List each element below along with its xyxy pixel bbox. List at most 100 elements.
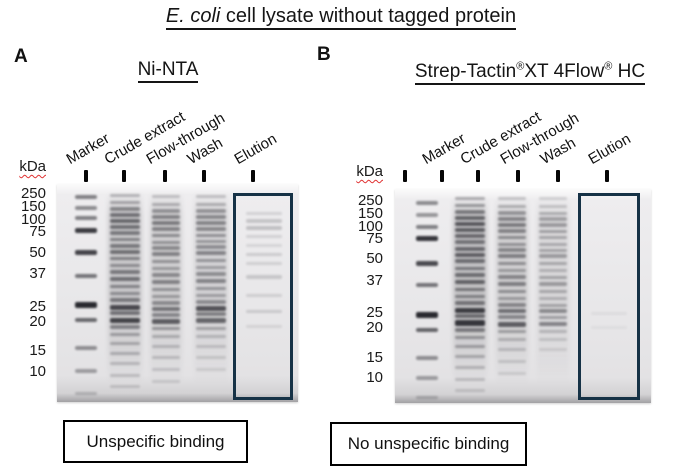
panel-a-result-text: Unspecific binding xyxy=(86,431,225,451)
protein-band xyxy=(539,229,567,233)
protein-band xyxy=(416,283,438,287)
mw-label: 15 xyxy=(29,342,46,359)
protein-band xyxy=(498,217,526,221)
protein-band xyxy=(455,328,485,332)
panel-b-result-text: No unspecific binding xyxy=(347,434,510,453)
protein-band xyxy=(196,245,226,249)
panel-a-method-title: Ni-NTA xyxy=(48,59,288,83)
protein-band xyxy=(110,219,140,223)
protein-band xyxy=(498,359,526,363)
lane-tick xyxy=(605,170,609,182)
protein-band xyxy=(539,196,567,200)
protein-band xyxy=(152,294,180,298)
protein-band xyxy=(591,311,627,315)
lane-tick xyxy=(403,170,407,182)
panel-a-result-box: Unspecific binding xyxy=(63,420,248,463)
protein-band xyxy=(196,227,226,231)
protein-band xyxy=(416,395,438,399)
protein-band xyxy=(75,206,97,210)
protein-band xyxy=(196,344,226,348)
protein-band xyxy=(196,251,226,255)
protein-band xyxy=(152,202,180,206)
elution-highlight-box xyxy=(578,193,640,400)
mw-label: 20 xyxy=(29,313,46,330)
protein-band xyxy=(110,193,140,197)
mw-label: 25 xyxy=(366,304,383,321)
figure-title-text: cell lysate without tagged protein xyxy=(220,5,517,27)
mw-label: 20 xyxy=(366,319,383,336)
protein-band xyxy=(246,252,282,256)
protein-band xyxy=(539,204,567,208)
protein-band xyxy=(110,341,140,345)
lane-tick xyxy=(516,170,520,182)
protein-band xyxy=(110,270,140,274)
mw-label: 37 xyxy=(366,272,383,289)
protein-band xyxy=(152,259,180,263)
protein-band xyxy=(498,248,526,252)
lane-tick xyxy=(84,170,88,182)
protein-band xyxy=(455,234,485,238)
protein-band xyxy=(110,298,140,302)
registered-mark-icon: ® xyxy=(604,60,613,73)
protein-band xyxy=(539,223,567,227)
mw-label: 250 xyxy=(20,185,46,202)
protein-band xyxy=(498,235,526,239)
protein-band xyxy=(246,261,282,265)
protein-band xyxy=(498,337,526,341)
elution-highlight-box xyxy=(233,193,293,400)
lane-label: Elution xyxy=(585,130,634,168)
mw-label: 50 xyxy=(366,250,383,267)
protein-band xyxy=(539,309,567,313)
protein-band xyxy=(110,231,140,235)
protein-band xyxy=(110,304,140,310)
protein-band xyxy=(196,221,226,225)
protein-band xyxy=(110,207,140,211)
protein-band xyxy=(455,388,485,392)
protein-band xyxy=(75,227,97,233)
protein-band xyxy=(196,194,226,198)
protein-band xyxy=(539,315,567,319)
protein-band xyxy=(152,313,180,317)
protein-band xyxy=(455,240,485,244)
protein-band xyxy=(455,377,485,381)
lane-tick xyxy=(163,170,167,182)
protein-band xyxy=(539,296,567,300)
protein-band xyxy=(246,243,282,247)
protein-band xyxy=(196,317,226,323)
protein-band xyxy=(196,334,226,338)
mw-label: 250 xyxy=(357,192,383,209)
panel-b-method-title-text: Strep-Tactin®XT 4Flow® HC xyxy=(414,60,646,85)
panel-a-method-title-text: Ni-NTA xyxy=(137,59,199,83)
protein-band xyxy=(498,309,526,313)
protein-band xyxy=(455,222,485,226)
protein-band xyxy=(152,326,180,330)
protein-band xyxy=(75,346,97,350)
protein-band xyxy=(152,227,180,231)
protein-band xyxy=(75,249,97,255)
protein-band xyxy=(455,259,485,263)
lane-tick xyxy=(251,170,255,182)
protein-band xyxy=(196,305,226,311)
protein-band xyxy=(110,225,140,229)
protein-band xyxy=(498,275,526,279)
registered-mark-icon: ® xyxy=(516,60,525,73)
mw-label: 150 xyxy=(357,205,383,222)
protein-band xyxy=(110,256,140,260)
mw-label: 10 xyxy=(366,369,383,386)
protein-band xyxy=(246,219,282,223)
protein-band xyxy=(416,356,438,360)
mw-label: 75 xyxy=(29,223,46,240)
protein-band xyxy=(498,315,526,319)
protein-band xyxy=(246,275,282,279)
protein-band xyxy=(152,301,180,305)
protein-band xyxy=(455,253,485,257)
protein-band xyxy=(498,289,526,293)
protein-band xyxy=(110,213,140,217)
protein-band xyxy=(152,307,180,311)
protein-band xyxy=(196,300,226,304)
protein-band xyxy=(75,302,97,308)
protein-band xyxy=(455,314,485,318)
protein-band xyxy=(455,365,485,369)
protein-band xyxy=(152,194,180,198)
protein-band xyxy=(455,203,485,207)
